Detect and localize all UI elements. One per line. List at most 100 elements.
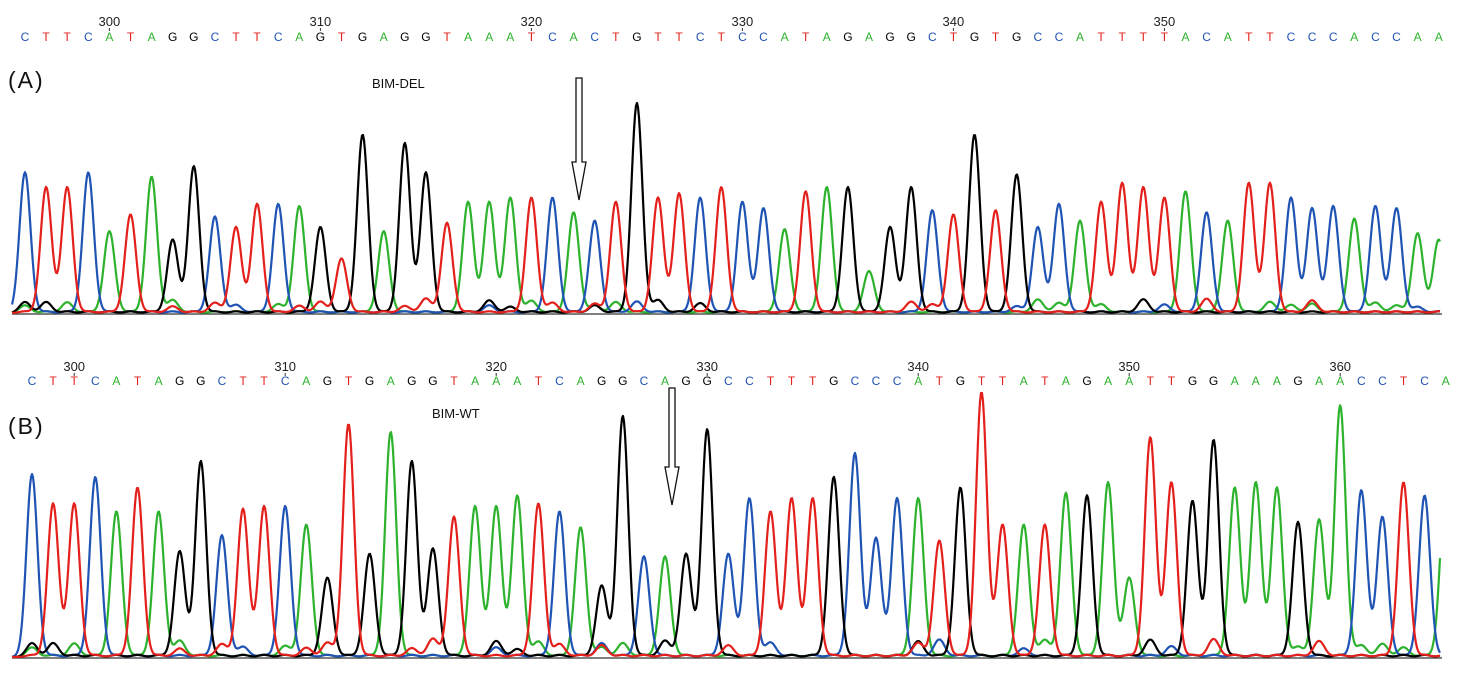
position-tick-label: 350 — [1118, 359, 1140, 374]
base-call: T — [42, 30, 50, 44]
base-call: G — [1188, 374, 1197, 388]
base-call: T — [1168, 374, 1176, 388]
base-call: A — [1252, 374, 1260, 388]
base-call: G — [196, 374, 205, 388]
position-tick-label: 330 — [696, 359, 718, 374]
base-call: T — [802, 30, 810, 44]
base-call: T — [253, 30, 261, 44]
base-call: T — [528, 30, 536, 44]
base-call: T — [64, 30, 72, 44]
position-tick-label: 300 — [63, 359, 85, 374]
position-tick-label: 310 — [274, 359, 296, 374]
base-call: A — [1020, 374, 1028, 388]
panel-label: (A) — [8, 67, 45, 93]
base-call: C — [1357, 374, 1366, 388]
base-call: T — [260, 374, 268, 388]
base-call: C — [724, 374, 733, 388]
base-call: C — [696, 30, 705, 44]
base-call: G — [681, 374, 690, 388]
base-call: A — [1273, 374, 1281, 388]
trace-a — [11, 404, 1442, 659]
base-call: T — [345, 374, 353, 388]
base-call: A — [471, 374, 479, 388]
base-call: C — [1392, 30, 1401, 44]
base-call: A — [155, 374, 163, 388]
base-call: T — [612, 30, 620, 44]
trace-g — [11, 101, 1441, 314]
base-call: G — [618, 374, 627, 388]
base-call: C — [1287, 30, 1296, 44]
base-call: T — [992, 30, 1000, 44]
base-call: G — [829, 374, 838, 388]
base-call: G — [1209, 374, 1218, 388]
base-call: G — [1012, 30, 1021, 44]
base-call: T — [767, 374, 775, 388]
base-call: C — [1329, 30, 1338, 44]
position-tick-label: 360 — [1329, 359, 1351, 374]
base-call: T — [1245, 30, 1253, 44]
base-call: A — [865, 30, 873, 44]
base-call: A — [1442, 374, 1450, 388]
base-call: A — [1181, 30, 1189, 44]
base-call: C — [218, 374, 227, 388]
base-call: C — [1308, 30, 1317, 44]
base-call: C — [851, 374, 860, 388]
sample-label: BIM-DEL — [372, 76, 425, 91]
base-call: A — [781, 30, 789, 44]
base-call: C — [211, 30, 220, 44]
base-call: T — [1140, 30, 1148, 44]
trace-t — [11, 391, 1441, 659]
base-call: C — [555, 374, 564, 388]
base-call: T — [950, 30, 958, 44]
base-call: C — [745, 374, 754, 388]
base-call: C — [928, 30, 937, 44]
base-call: T — [654, 30, 662, 44]
mutation-arrow-icon — [664, 387, 680, 506]
base-call: G — [843, 30, 852, 44]
base-call: A — [295, 30, 303, 44]
position-tick-label: 330 — [732, 14, 754, 29]
base-call: C — [1033, 30, 1042, 44]
base-call: A — [380, 30, 388, 44]
position-tick-label: 340 — [943, 14, 965, 29]
base-call: C — [759, 30, 768, 44]
base-call: C — [1202, 30, 1211, 44]
position-tick-label: 340 — [907, 359, 929, 374]
base-call: G — [970, 30, 979, 44]
base-call: T — [1400, 374, 1408, 388]
base-call: T — [999, 374, 1007, 388]
base-call: C — [640, 374, 649, 388]
base-call: T — [1161, 30, 1169, 44]
base-call: T — [675, 30, 683, 44]
base-call: A — [823, 30, 831, 44]
base-call: C — [590, 30, 599, 44]
base-call: A — [1125, 374, 1133, 388]
base-call: T — [450, 374, 458, 388]
base-call: T — [239, 374, 247, 388]
base-call: A — [1414, 30, 1422, 44]
base-call: A — [105, 30, 113, 44]
base-call: G — [168, 30, 177, 44]
base-call: G — [632, 30, 641, 44]
base-call: A — [577, 374, 585, 388]
base-call: T — [788, 374, 796, 388]
base-call: G — [1082, 374, 1091, 388]
base-call: A — [661, 374, 669, 388]
base-call: C — [91, 374, 100, 388]
base-call: G — [703, 374, 712, 388]
base-call: C — [548, 30, 557, 44]
base-call: T — [127, 30, 135, 44]
base-call: C — [281, 374, 290, 388]
base-call: A — [506, 30, 514, 44]
base-call: T — [1097, 30, 1105, 44]
base-call: A — [1104, 374, 1112, 388]
base-call: G — [323, 374, 332, 388]
base-call: A — [464, 30, 472, 44]
base-call: A — [1435, 30, 1443, 44]
position-tick-label: 300 — [99, 14, 121, 29]
base-call: G — [597, 374, 606, 388]
base-call: A — [485, 30, 493, 44]
